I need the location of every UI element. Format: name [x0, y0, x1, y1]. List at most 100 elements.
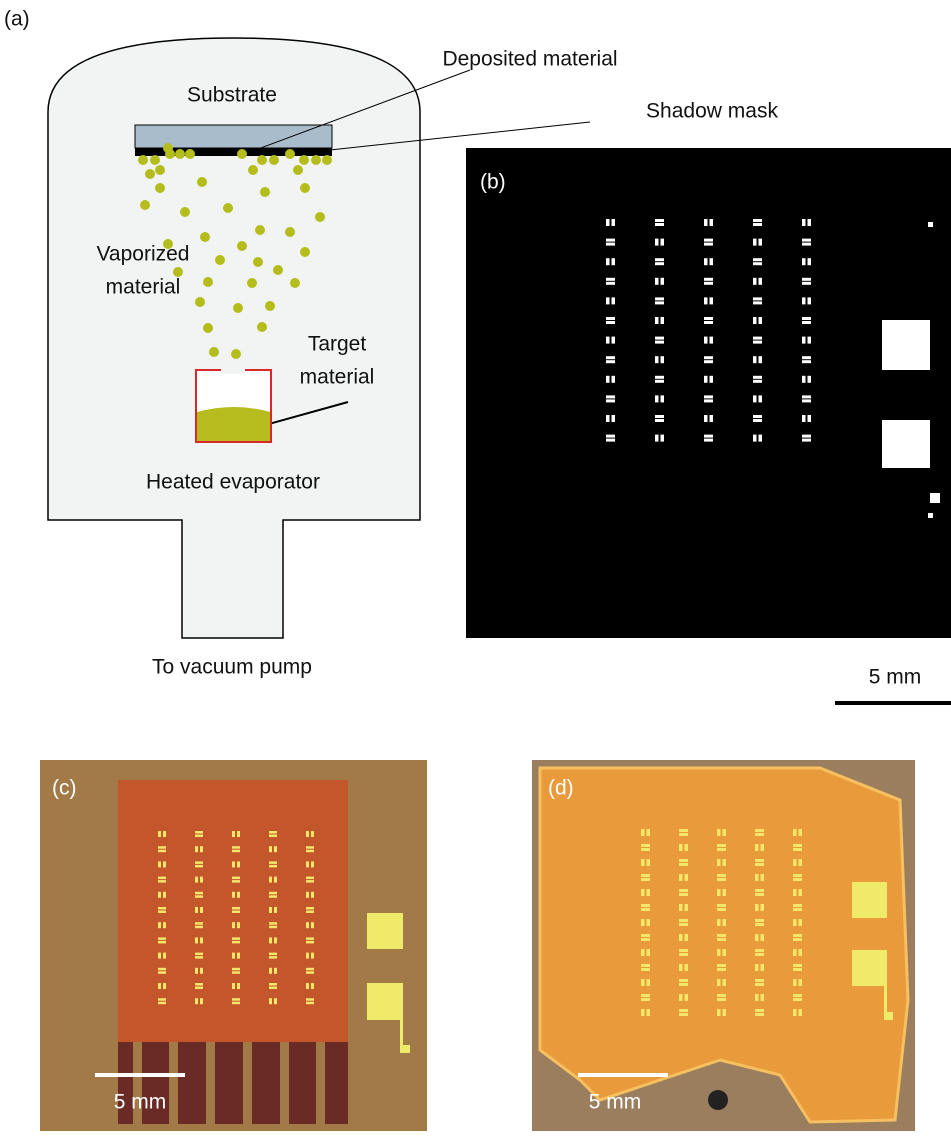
pad	[802, 317, 811, 320]
pad	[808, 376, 812, 383]
pad	[158, 846, 166, 849]
pad	[306, 971, 314, 974]
pad	[679, 863, 688, 866]
pad	[685, 994, 689, 1001]
pad	[755, 844, 759, 851]
pad	[641, 994, 650, 997]
pad	[269, 922, 277, 925]
pad	[269, 953, 277, 956]
pad	[269, 956, 277, 959]
pad	[761, 934, 765, 941]
pad	[753, 415, 762, 418]
scale-label: 5 mm	[589, 1091, 642, 1114]
pad	[232, 911, 240, 914]
pad	[641, 859, 645, 866]
pad	[799, 1009, 803, 1016]
pad	[679, 904, 683, 911]
label: Vaporized	[96, 243, 189, 266]
pad	[158, 877, 166, 880]
pad	[808, 258, 812, 265]
pad	[717, 998, 726, 1001]
pad	[606, 219, 610, 226]
pad	[195, 831, 203, 834]
pad	[755, 934, 759, 941]
pad	[755, 994, 759, 1001]
pad	[306, 937, 314, 940]
pad	[612, 337, 616, 344]
pad	[723, 859, 727, 866]
vapor-dot	[237, 241, 247, 251]
pad	[195, 953, 203, 956]
pad	[641, 878, 650, 881]
pad	[641, 998, 650, 1001]
pad	[753, 223, 762, 226]
pad	[647, 949, 651, 956]
pad	[753, 337, 762, 340]
pad	[704, 360, 713, 363]
vapor-dot	[200, 232, 210, 242]
pad	[717, 1009, 721, 1016]
pad	[685, 844, 689, 851]
pad	[753, 380, 762, 383]
pad	[755, 829, 764, 832]
vapor-dot	[255, 225, 265, 235]
pad	[704, 297, 708, 304]
pad	[717, 904, 726, 907]
label: Shadow mask	[646, 100, 778, 123]
pad	[655, 337, 664, 340]
pad	[753, 419, 762, 422]
pad	[717, 964, 726, 967]
contact-pad	[882, 320, 930, 370]
pad	[717, 994, 726, 997]
pad	[661, 435, 665, 442]
pad	[717, 874, 726, 877]
pad	[306, 877, 314, 880]
pad	[755, 833, 764, 836]
pad	[802, 356, 811, 359]
pad	[723, 1009, 727, 1016]
pad	[753, 395, 757, 402]
pad	[793, 908, 802, 911]
pad	[655, 435, 659, 442]
pad	[606, 243, 615, 246]
pad	[641, 979, 645, 986]
label: material	[300, 366, 375, 389]
pad	[195, 983, 203, 986]
pad	[753, 278, 757, 285]
label: Substrate	[187, 84, 277, 107]
pad	[753, 317, 757, 324]
pad	[237, 983, 240, 989]
pad	[647, 1009, 651, 1016]
pad	[158, 983, 161, 989]
pad	[679, 983, 688, 986]
vapor-dot	[260, 187, 270, 197]
vapor-dot	[197, 177, 207, 187]
pad	[232, 892, 235, 898]
vapor-dot	[145, 169, 155, 179]
evaporator-opening	[221, 366, 245, 374]
figure: (a) Substrate Deposited material Shadow …	[0, 0, 951, 1137]
pad	[311, 983, 314, 989]
pad	[606, 297, 610, 304]
pad	[761, 874, 765, 881]
pad	[755, 964, 759, 971]
pad	[802, 399, 811, 402]
vapor-dot	[265, 301, 275, 311]
pad	[755, 983, 764, 986]
pad	[606, 278, 615, 281]
pad	[269, 937, 272, 943]
pad	[793, 994, 802, 997]
pad	[158, 953, 161, 959]
pad	[793, 859, 797, 866]
pad	[655, 415, 664, 418]
pad	[802, 239, 811, 242]
pad	[306, 850, 314, 853]
target-material	[197, 407, 270, 441]
pad	[195, 846, 198, 852]
pad	[759, 356, 763, 363]
pad	[606, 435, 615, 438]
panel-label: (b)	[480, 171, 506, 194]
pad	[723, 889, 727, 896]
pad	[802, 219, 806, 226]
pad	[269, 865, 277, 868]
